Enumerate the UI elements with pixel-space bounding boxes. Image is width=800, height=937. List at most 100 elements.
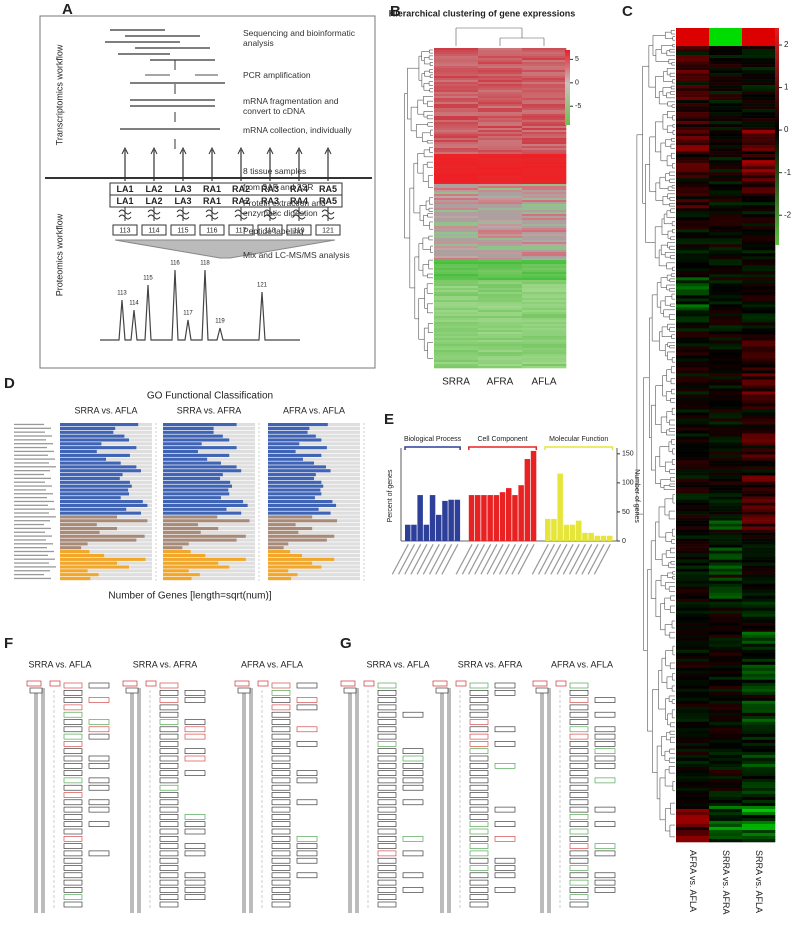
node — [569, 697, 589, 703]
heatmap-cell — [434, 250, 479, 253]
heatmap-cell — [709, 577, 743, 581]
heatmap-cell — [742, 754, 776, 759]
heatmap-cell — [709, 763, 743, 768]
heatmap-cell — [742, 454, 776, 458]
heatmap-cell — [522, 198, 567, 201]
heatmap-cell — [478, 122, 523, 125]
heatmap-cell — [742, 40, 776, 44]
heatmap-cell — [709, 148, 743, 152]
bar — [60, 496, 121, 500]
heatmap-cell — [522, 130, 567, 133]
heatmap-cell — [434, 358, 479, 361]
bar — [582, 532, 588, 541]
node — [469, 719, 489, 725]
heatmap-cell — [478, 184, 523, 187]
heatmap-cell — [478, 76, 523, 79]
heatmap-cell — [434, 134, 479, 137]
heatmap-cell — [434, 328, 479, 331]
heatmap-cell — [742, 208, 776, 212]
heatmap-cell — [709, 412, 743, 416]
heatmap-cell — [434, 200, 479, 203]
heatmap-cell — [742, 781, 776, 786]
heatmap-cell — [522, 170, 567, 173]
heatmap-cell — [676, 409, 710, 413]
heatmap-cell — [676, 484, 710, 488]
tag-label: 113 — [119, 227, 130, 234]
bar — [607, 535, 613, 541]
heatmap-cell — [709, 367, 743, 371]
heatmap-cell — [676, 109, 710, 113]
heatmap-cell — [434, 300, 479, 303]
heatmap-cell — [709, 355, 743, 359]
heatmap-cell — [522, 274, 567, 277]
heatmap-cell — [676, 328, 710, 332]
bar — [60, 503, 148, 507]
heatmap-cell — [434, 70, 479, 73]
tag-label: 114 — [148, 227, 159, 234]
bar — [530, 450, 537, 541]
heatmap-cell — [676, 544, 710, 548]
peak-label: 116 — [170, 261, 180, 267]
heatmap-cell — [522, 212, 567, 215]
heatmap-cell — [522, 78, 567, 81]
heatmap-cell — [522, 284, 567, 287]
node — [88, 733, 110, 740]
category-label — [14, 454, 48, 456]
heatmap-cell — [478, 150, 523, 153]
heatmap-cell — [676, 241, 710, 245]
heatmap-cell — [709, 496, 743, 500]
bar — [268, 538, 327, 542]
node — [63, 726, 83, 733]
bar — [268, 500, 333, 504]
y2-tick-label: 50 — [622, 509, 630, 516]
membrane — [440, 688, 444, 913]
bar — [163, 488, 229, 492]
bar — [268, 457, 303, 461]
heatmap-cell — [709, 622, 743, 627]
node — [469, 733, 489, 740]
heatmap-cell — [742, 376, 776, 380]
heatmap-cell — [676, 421, 710, 425]
category-label — [14, 462, 49, 464]
column-label: AFRA — [487, 377, 514, 388]
heatmap-cell — [434, 270, 479, 273]
heatmap-cell — [709, 778, 743, 783]
heatmap-cell — [742, 826, 776, 831]
heatmap-cell — [709, 808, 743, 813]
heatmap-cell — [742, 259, 776, 263]
node — [377, 748, 397, 755]
category-label — [593, 544, 611, 575]
bar — [60, 473, 123, 477]
heatmap-cell — [709, 133, 743, 137]
heatmap-cell — [742, 70, 776, 74]
heatmap-cell — [742, 223, 776, 227]
heatmap-cell — [522, 250, 567, 253]
panel-title: Hierarchical clustering of gene expressi… — [389, 8, 576, 18]
y2-tick-label: 0 — [622, 538, 626, 545]
heatmap-cell — [742, 652, 776, 657]
heatmap-cell — [676, 589, 710, 593]
receptor — [26, 680, 42, 687]
bar — [60, 546, 82, 550]
node — [569, 872, 589, 879]
heatmap-cell — [742, 121, 776, 125]
heatmap-cell — [742, 601, 776, 606]
bar — [268, 503, 337, 507]
heatmap-cell — [742, 481, 776, 485]
bar — [60, 519, 148, 523]
heatmap-cell — [434, 258, 479, 261]
node — [271, 901, 291, 908]
heatmap-cell — [676, 523, 710, 527]
heatmap-cell — [676, 580, 710, 584]
heatmap-cell — [676, 415, 710, 419]
heatmap-cell — [434, 272, 479, 275]
heatmap-cell — [434, 346, 479, 349]
panel-letter: F — [4, 635, 13, 652]
heatmap-cell — [522, 122, 567, 125]
node — [377, 901, 397, 908]
heatmap-cell — [676, 733, 710, 738]
bar-background — [268, 426, 360, 430]
column-label: SRRA vs. AFRA — [721, 850, 731, 915]
heatmap-cell — [709, 523, 743, 527]
tag-label: 119 — [293, 227, 304, 234]
